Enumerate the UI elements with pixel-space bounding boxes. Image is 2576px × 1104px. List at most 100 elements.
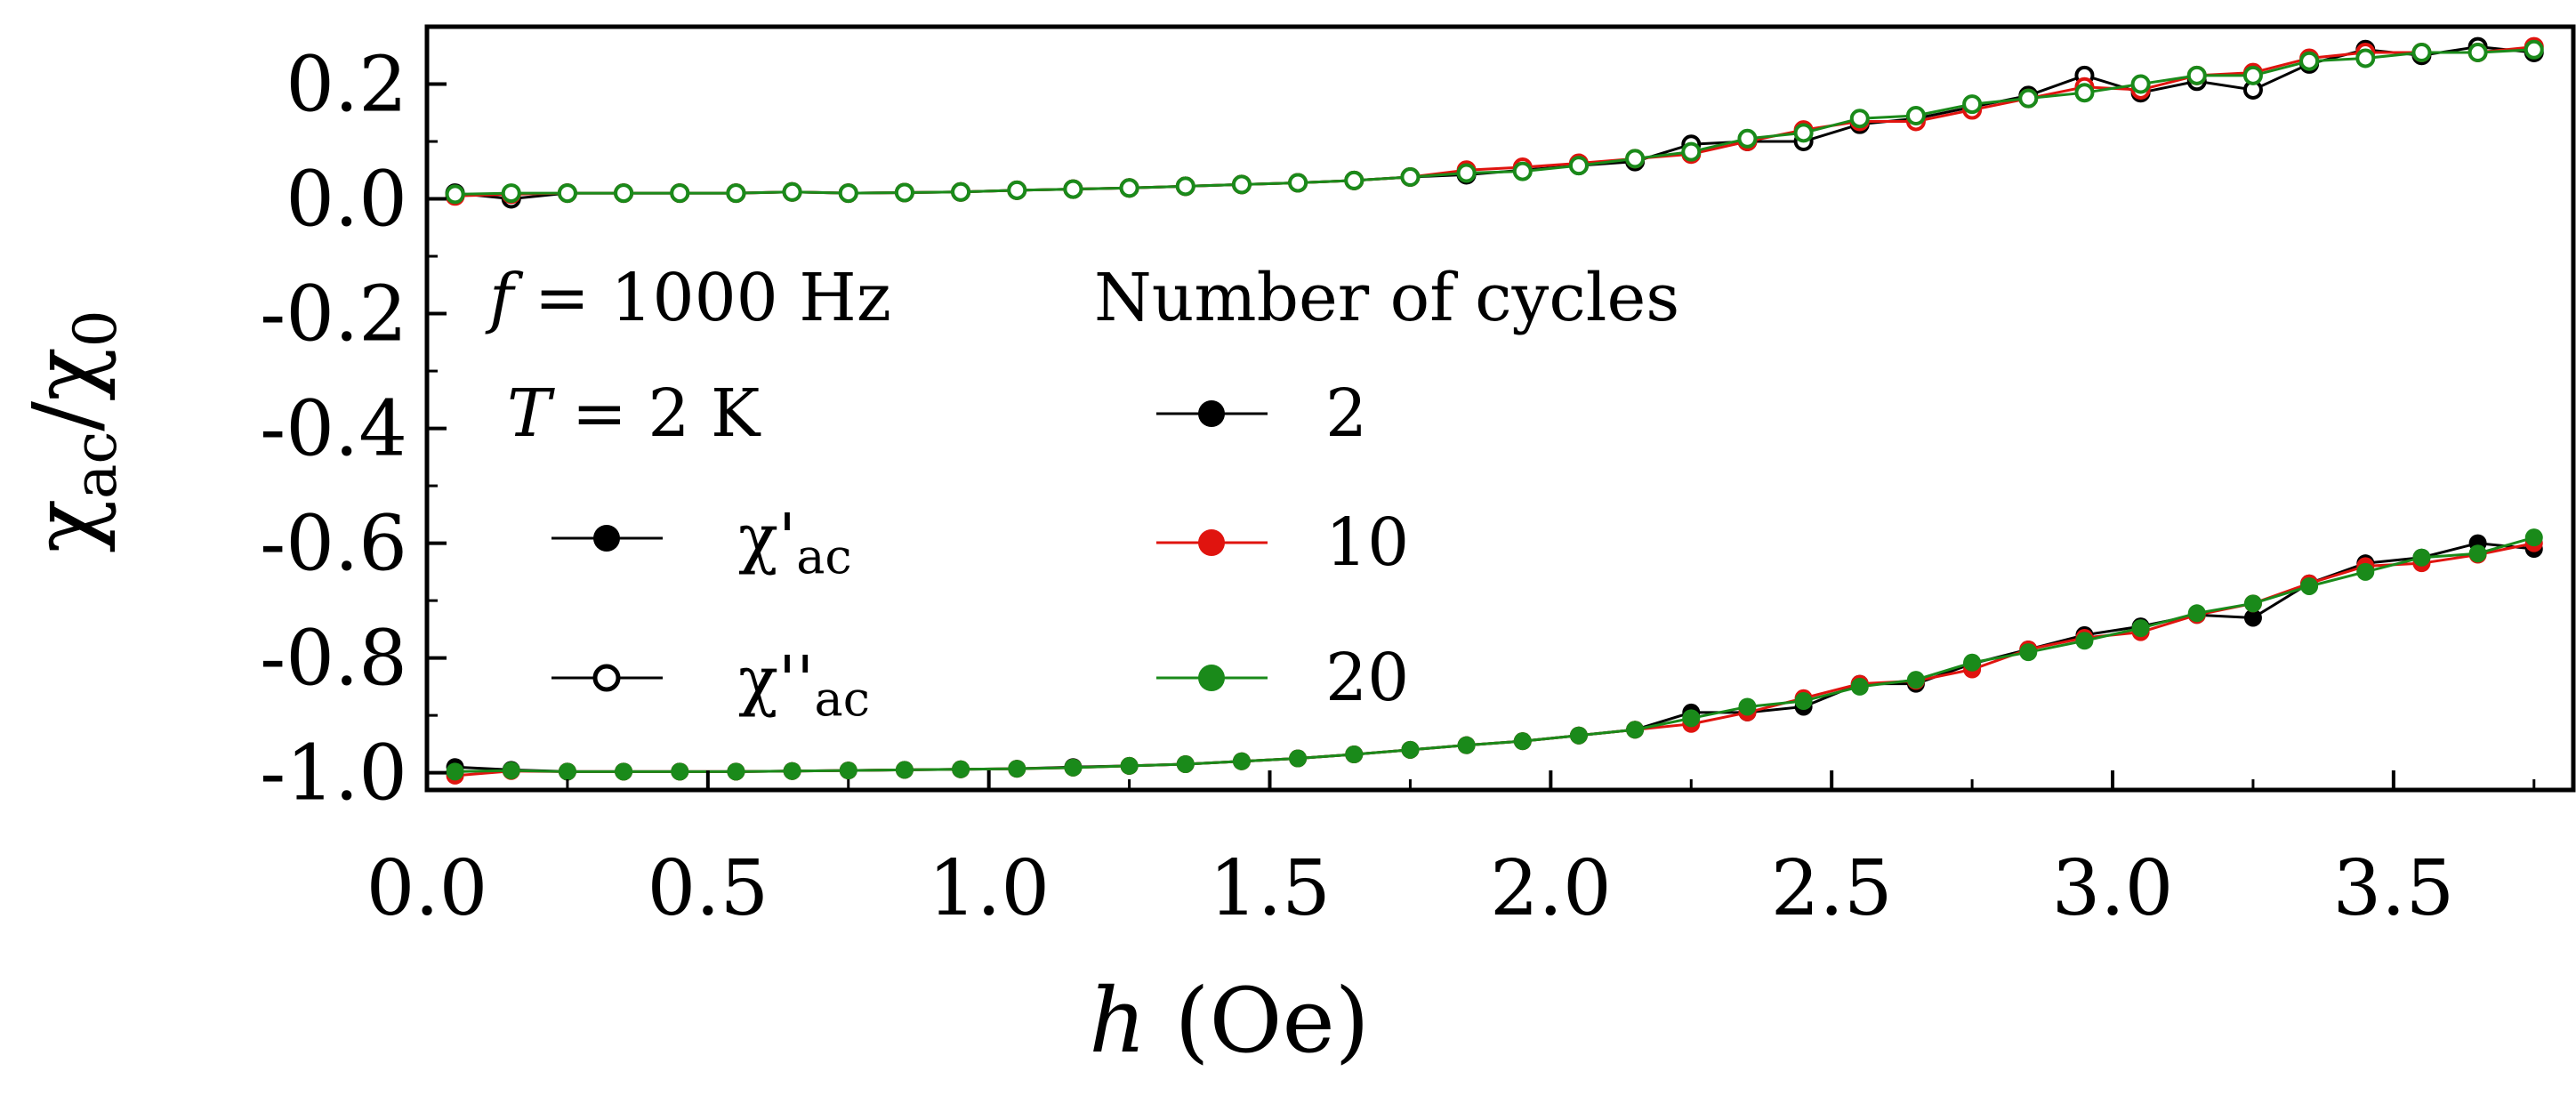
data-point (2130, 74, 2151, 94)
series-line (455, 536, 2535, 773)
data-point (1738, 697, 1757, 716)
data-point (2186, 65, 2207, 85)
data-point (951, 181, 971, 202)
data-point (2243, 594, 2262, 613)
legend-marker-2 (1198, 400, 1225, 427)
x-axis-title-unit: (Oe) (1147, 969, 1370, 1073)
series-imaginary-20-cycles (445, 39, 2544, 205)
data-point (1849, 109, 1870, 129)
legend-label-real-chi: χ' (738, 500, 796, 576)
data-point (894, 182, 914, 203)
data-point (1344, 170, 1364, 190)
data-point (2299, 51, 2320, 71)
y-axis-title-sub-ac: ac (61, 431, 130, 499)
data-point (615, 762, 633, 781)
x-tick-label: 2.5 (1771, 844, 1893, 933)
data-point (1513, 732, 1532, 751)
data-point (2524, 39, 2544, 60)
data-point (1064, 758, 1083, 777)
data-point (558, 762, 576, 781)
temperature-value: = 2 K (551, 375, 761, 452)
data-point (726, 183, 746, 204)
legend-label-20: 20 (1325, 640, 1409, 716)
data-point (1401, 740, 1420, 759)
data-point (2074, 83, 2095, 103)
temperature-annotation: T = 2 K (507, 375, 761, 452)
data-point (1906, 671, 1925, 689)
data-point (2243, 608, 2262, 627)
data-point (670, 183, 690, 204)
legend-label-imag-chi: χ'' (738, 642, 815, 719)
data-point (1063, 179, 1083, 199)
legend-marker-imag (592, 664, 621, 692)
y-axis-title-chi: χ (13, 499, 117, 553)
data-point (1176, 754, 1195, 773)
data-point (2187, 604, 2206, 623)
data-point (2411, 43, 2432, 63)
y-tick-label: -0.4 (260, 385, 407, 474)
data-point (445, 184, 465, 205)
data-point (1231, 174, 1252, 195)
legend-component: χ'ac χ''ac (551, 500, 870, 727)
data-point (1175, 176, 1195, 197)
data-point (2524, 528, 2543, 547)
data-point (1794, 692, 1813, 711)
data-point (502, 762, 520, 780)
data-point (1905, 105, 1926, 125)
y-axis-title-chi-0: χ (13, 347, 117, 401)
data-point (1512, 161, 1533, 181)
legend-marker-10 (1198, 529, 1225, 556)
data-point (895, 761, 914, 779)
data-point (1793, 123, 1814, 143)
data-point (1289, 749, 1308, 768)
y-tick-label: 0.2 (286, 41, 407, 130)
temperature-symbol: T (507, 375, 555, 452)
data-point (2467, 43, 2488, 63)
legend-label-imag: χ''ac (738, 642, 870, 727)
data-point (1850, 677, 1869, 696)
x-tick-label: 0.5 (647, 844, 769, 933)
data-point (2468, 544, 2487, 563)
data-point (1457, 736, 1476, 754)
frequency-annotation: f = 1000 Hz (485, 260, 891, 336)
x-tick-label: 0.0 (366, 844, 488, 933)
data-point (446, 762, 464, 781)
data-point (2300, 576, 2319, 595)
data-point (1569, 726, 1588, 745)
x-tick-label: 2.0 (1490, 844, 1612, 933)
legend-label-imag-sub: ac (815, 671, 870, 727)
data-point (1008, 760, 1026, 778)
x-tick-label: 1.5 (1209, 844, 1331, 933)
data-point (1120, 756, 1139, 775)
legend-label-real-sub: ac (796, 528, 851, 584)
data-point (1568, 156, 1589, 176)
data-point (2355, 48, 2376, 68)
data-point (2018, 88, 2039, 109)
y-tick-label: -0.6 (260, 500, 407, 589)
data-point (1737, 128, 1758, 149)
legend-label-2: 2 (1325, 375, 1367, 452)
legend-label-real: χ'ac (738, 500, 852, 584)
plot-series-group (445, 36, 2544, 785)
data-point (501, 183, 521, 204)
y-tick-label: 0.0 (286, 156, 407, 245)
data-point (1288, 173, 1308, 193)
data-point (1682, 709, 1701, 728)
data-point (782, 181, 802, 202)
data-point (1681, 141, 1702, 162)
data-point (1232, 752, 1251, 770)
data-point (1962, 94, 1983, 115)
y-axis-title-slash: / (13, 401, 117, 431)
data-point (1345, 745, 1364, 764)
data-point (952, 760, 970, 778)
data-point (671, 762, 689, 781)
series-imaginary-2-cycles (445, 36, 2544, 209)
series-line (455, 48, 2534, 196)
data-point (1626, 721, 1645, 739)
x-axis-title-variable: h (1089, 969, 1146, 1073)
data-point (1456, 163, 1477, 183)
data-point (2412, 548, 2431, 567)
plot-frame (424, 24, 2576, 793)
y-tick-label: -1.0 (260, 729, 407, 818)
